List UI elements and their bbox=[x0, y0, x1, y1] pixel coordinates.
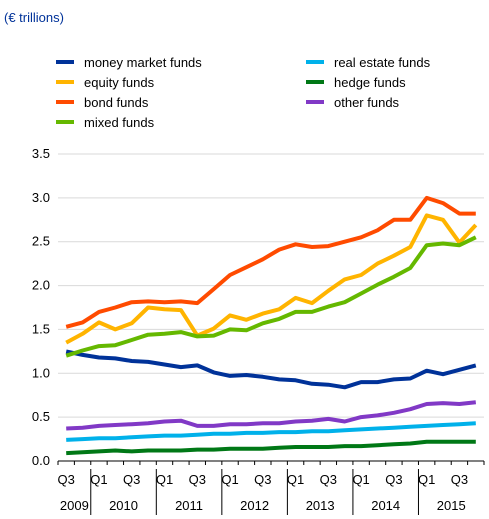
series-line-other-funds bbox=[66, 400, 477, 431]
x-tick-label: Q1 bbox=[221, 472, 238, 487]
x-tick-label: Q1 bbox=[287, 472, 304, 487]
y-tick-label: 1.5 bbox=[32, 321, 50, 336]
legend-label-bond-funds: bond funds bbox=[84, 95, 149, 110]
y-tick-label: 0.0 bbox=[32, 453, 50, 468]
y-tick-label: 0.5 bbox=[32, 409, 50, 424]
x-tick-label: Q3 bbox=[385, 472, 402, 487]
legend-label-other-funds: other funds bbox=[334, 95, 400, 110]
y-tick-label: 3.5 bbox=[32, 146, 50, 161]
x-tick-label: Q3 bbox=[189, 472, 206, 487]
legend-label-hedge-funds: hedge funds bbox=[334, 75, 406, 90]
legend-label-money-market-funds: money market funds bbox=[84, 55, 202, 70]
legend-label-real-estate-funds: real estate funds bbox=[334, 55, 431, 70]
x-tick-label: Q1 bbox=[156, 472, 173, 487]
year-label: 2011 bbox=[175, 498, 203, 513]
series-line-hedge-funds bbox=[66, 439, 476, 456]
y-axis-ticks: 0.0 0.5 1.0 1.5 2.0 2.5 3.0 3.5 bbox=[32, 146, 50, 468]
x-tick-label: Q3 bbox=[451, 472, 468, 487]
series-line-money-market-funds bbox=[65, 349, 477, 390]
year-label: 2015 bbox=[437, 498, 466, 513]
series-line-real-estate-funds bbox=[66, 421, 476, 442]
x-tick-label: Q1 bbox=[418, 472, 435, 487]
y-tick-label: 1.0 bbox=[32, 365, 50, 380]
y-tick-label: 2.5 bbox=[32, 234, 50, 249]
unit-label: (€ trillions) bbox=[4, 10, 64, 25]
year-label: 2012 bbox=[240, 498, 269, 513]
x-tick-label: Q1 bbox=[352, 472, 369, 487]
x-tick-label: Q1 bbox=[90, 472, 107, 487]
legend: money market funds equity funds bond funds… bbox=[56, 55, 431, 130]
year-label: 2013 bbox=[306, 498, 335, 513]
year-label: 2014 bbox=[371, 498, 400, 513]
x-tick-label: Q3 bbox=[254, 472, 271, 487]
legend-label-mixed-funds: mixed funds bbox=[84, 115, 155, 130]
x-axis: Q3 Q1 Q3 Q1 Q3 Q1 Q3 Q1 Q3 Q1 Q3 Q1 Q3 2009 2010 2011 20… bbox=[57, 460, 485, 515]
series-line-mixed-funds bbox=[65, 235, 477, 358]
x-tick-label: Q3 bbox=[320, 472, 337, 487]
x-tick-label: Q3 bbox=[123, 472, 140, 487]
gridlines bbox=[58, 153, 484, 462]
legend-label-equity-funds: equity funds bbox=[84, 75, 155, 90]
y-tick-label: 2.0 bbox=[32, 278, 50, 293]
series-line-bond-funds bbox=[65, 195, 476, 329]
year-label: 2010 bbox=[109, 498, 138, 513]
series-line-equity-funds bbox=[65, 213, 478, 345]
series-lines bbox=[65, 195, 478, 456]
x-tick-label: Q3 bbox=[58, 472, 75, 487]
year-label: 2009 bbox=[60, 498, 89, 513]
y-tick-label: 3.0 bbox=[32, 190, 50, 205]
